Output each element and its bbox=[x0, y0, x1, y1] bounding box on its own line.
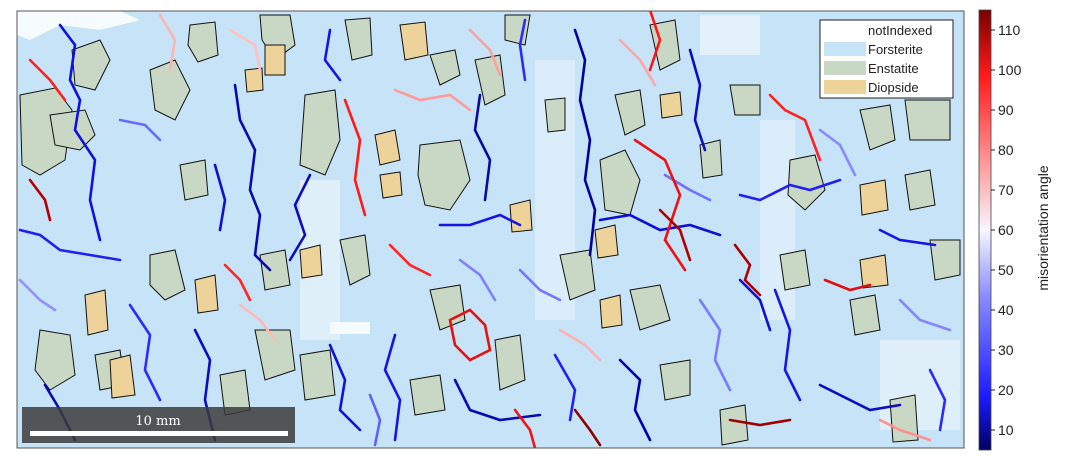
colorbar: 10 20 30 40 50 60 70 80 90 100 110 misorientation … bbox=[978, 9, 1051, 451]
scale-bar: 10 mm bbox=[22, 407, 295, 443]
colorbar-tick-label: 80 bbox=[998, 142, 1014, 158]
colorbar-tick-label: 110 bbox=[998, 22, 1021, 38]
scale-bar-label: 10 mm bbox=[135, 414, 180, 429]
legend-label-diopside: Diopside bbox=[868, 80, 919, 95]
colorbar-tick-label: 10 bbox=[998, 422, 1014, 438]
colorbar-tick-label: 20 bbox=[998, 382, 1014, 398]
legend-label-forsterite: Forsterite bbox=[868, 42, 923, 57]
legend-swatch-notindexed bbox=[824, 24, 866, 38]
scale-bar-background bbox=[22, 407, 295, 443]
map-frame bbox=[16, 10, 965, 449]
legend-swatch-enstatite bbox=[824, 61, 866, 75]
colorbar-tick-label: 70 bbox=[998, 182, 1014, 198]
colorbar-ticks: 10 20 30 40 50 60 70 80 90 100 110 bbox=[991, 22, 1022, 438]
legend-swatch-forsterite bbox=[824, 42, 866, 56]
colorbar-tick-label: 60 bbox=[998, 222, 1014, 238]
colorbar-tick-label: 40 bbox=[998, 302, 1014, 318]
diopside-grains bbox=[84, 21, 889, 399]
legend-label-enstatite: Enstatite bbox=[868, 61, 919, 76]
colorbar-tick-label: 90 bbox=[998, 102, 1014, 118]
phase-legend: notIndexed Forsterite Enstatite Diopside bbox=[819, 19, 954, 99]
misorientation-boundaries bbox=[18, 11, 952, 448]
sample-edge bbox=[17, 11, 122, 12]
legend-swatch-diopside bbox=[824, 80, 866, 94]
legend-label-notindexed: notIndexed bbox=[868, 23, 932, 38]
colorbar-tick-label: 100 bbox=[998, 62, 1022, 78]
colorbar-axis-label: misorientation angle bbox=[1035, 165, 1051, 291]
ebsd-map bbox=[17, 11, 964, 448]
colorbar-tick-label: 30 bbox=[998, 342, 1014, 358]
colorbar-gradient bbox=[978, 9, 992, 451]
scale-bar-line bbox=[30, 431, 288, 436]
colorbar-tick-label: 50 bbox=[998, 262, 1014, 278]
